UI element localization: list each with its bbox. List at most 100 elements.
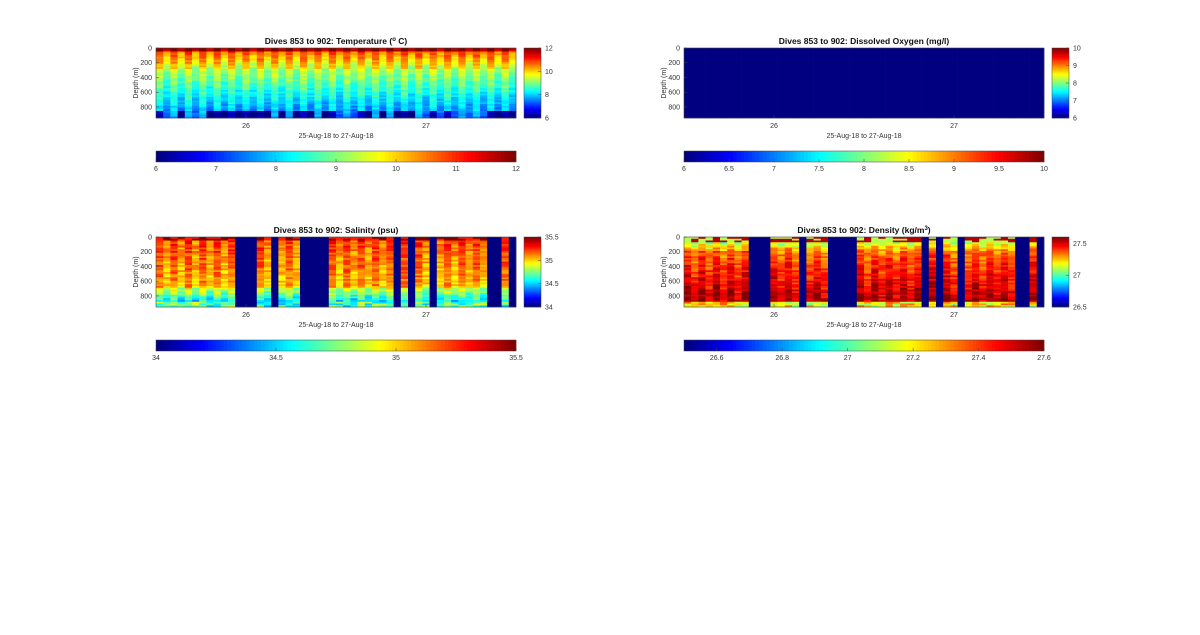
heatmap-cell [444,94,452,96]
heatmap-cell [749,66,757,68]
heatmap-cell [1030,95,1038,97]
heatmap-cell [278,55,286,57]
heatmap-cell [864,60,872,62]
heatmap-cell [770,52,778,54]
colorbar-tick-label: 10 [545,69,553,76]
heatmap-cell [343,59,351,61]
heatmap-cell [698,74,706,76]
heatmap-cell [886,66,894,68]
heatmap-cell [814,104,822,106]
heatmap-cell [293,83,301,85]
heatmap-cell [1015,80,1023,82]
heatmap-cell [250,85,258,87]
heatmap-cell [192,249,200,251]
heatmap-cell [293,113,301,115]
heatmap-cell [691,90,699,92]
heatmap-cell [415,111,423,113]
heatmap-cell [178,64,186,66]
heatmap-cell [444,111,452,113]
heatmap-cell [228,80,236,82]
heatmap-cell [300,113,308,115]
heatmap-cell [386,60,394,62]
heatmap-cell [250,62,258,64]
heatmap-cell [785,97,793,99]
heatmap-cell [487,81,495,83]
heatmap-cell [466,60,474,62]
heatmap-cell [358,50,366,52]
heatmap-cell [742,111,750,113]
heatmap-cell [322,85,330,87]
heatmap-cell [286,104,294,106]
heatmap-cell [379,92,387,94]
heatmap-cell [170,113,178,115]
heatmap-cell [163,106,171,108]
heatmap-cell [1022,104,1030,106]
heatmap-cell [749,55,757,57]
heatmap-cell [842,62,850,64]
heatmap-cell [878,108,886,110]
heatmap-cell [785,76,793,78]
heatmap-cell [228,102,236,104]
heatmap-cell [1030,106,1038,108]
heatmap-cell [886,73,894,75]
heatmap-cell [178,302,186,304]
heatmap-cell [778,87,786,89]
heatmap-cell [466,69,474,71]
heatmap-cell [756,59,764,61]
heatmap-cell [192,74,200,76]
heatmap-cell [415,57,423,59]
heatmap-cell [293,74,301,76]
heatmap-cell [293,69,301,71]
heatmap-cell [914,59,922,61]
heatmap-cell [358,85,366,87]
heatmap-cell [727,95,735,97]
heatmap-cell [271,111,279,113]
heatmap-cell [466,71,474,73]
heatmap-cell [907,85,915,87]
heatmap-cell [178,69,186,71]
heatmap-cell [250,242,258,244]
heatmap-cell [221,270,229,272]
heatmap-cell [192,297,200,299]
heatmap-cell [828,113,836,115]
heatmap-cell [365,83,373,85]
hcolorbar-swatch [246,151,250,162]
heatmap-cell [857,92,865,94]
heatmap-cell [494,106,502,108]
heatmap-cell [430,113,438,115]
heatmap-cell [329,66,337,68]
heatmap-cell [842,66,850,68]
heatmap-cell [394,85,402,87]
heatmap-cell [502,55,510,57]
heatmap-cell [156,111,164,113]
heatmap-cell [178,52,186,54]
heatmap-cell [365,104,373,106]
heatmap-cell [972,109,980,111]
heatmap-cell [821,52,829,54]
heatmap-cell [487,106,495,108]
heatmap-cell [950,108,958,110]
heatmap-cell [806,81,814,83]
heatmap-cell [278,81,286,83]
heatmap-cell [850,111,858,113]
heatmap-cell [1037,85,1045,87]
heatmap-cell [1008,57,1016,59]
heatmap-cell [814,85,822,87]
heatmap-cell [228,76,236,78]
heatmap-cell [336,57,344,59]
heatmap-cell [156,52,164,54]
heatmap-cell [473,67,481,69]
heatmap-cell [221,246,229,248]
heatmap-cell [494,108,502,110]
heatmap-cell [480,73,488,75]
heatmap-cell [250,239,258,241]
heatmap-cell [401,60,409,62]
heatmap-cell [206,291,214,293]
heatmap-cell [163,90,171,92]
heatmap-cell [264,115,272,117]
heatmap-cell [857,78,865,80]
heatmap-cell [386,59,394,61]
heatmap-cell [228,88,236,90]
heatmap-cell [835,55,843,57]
